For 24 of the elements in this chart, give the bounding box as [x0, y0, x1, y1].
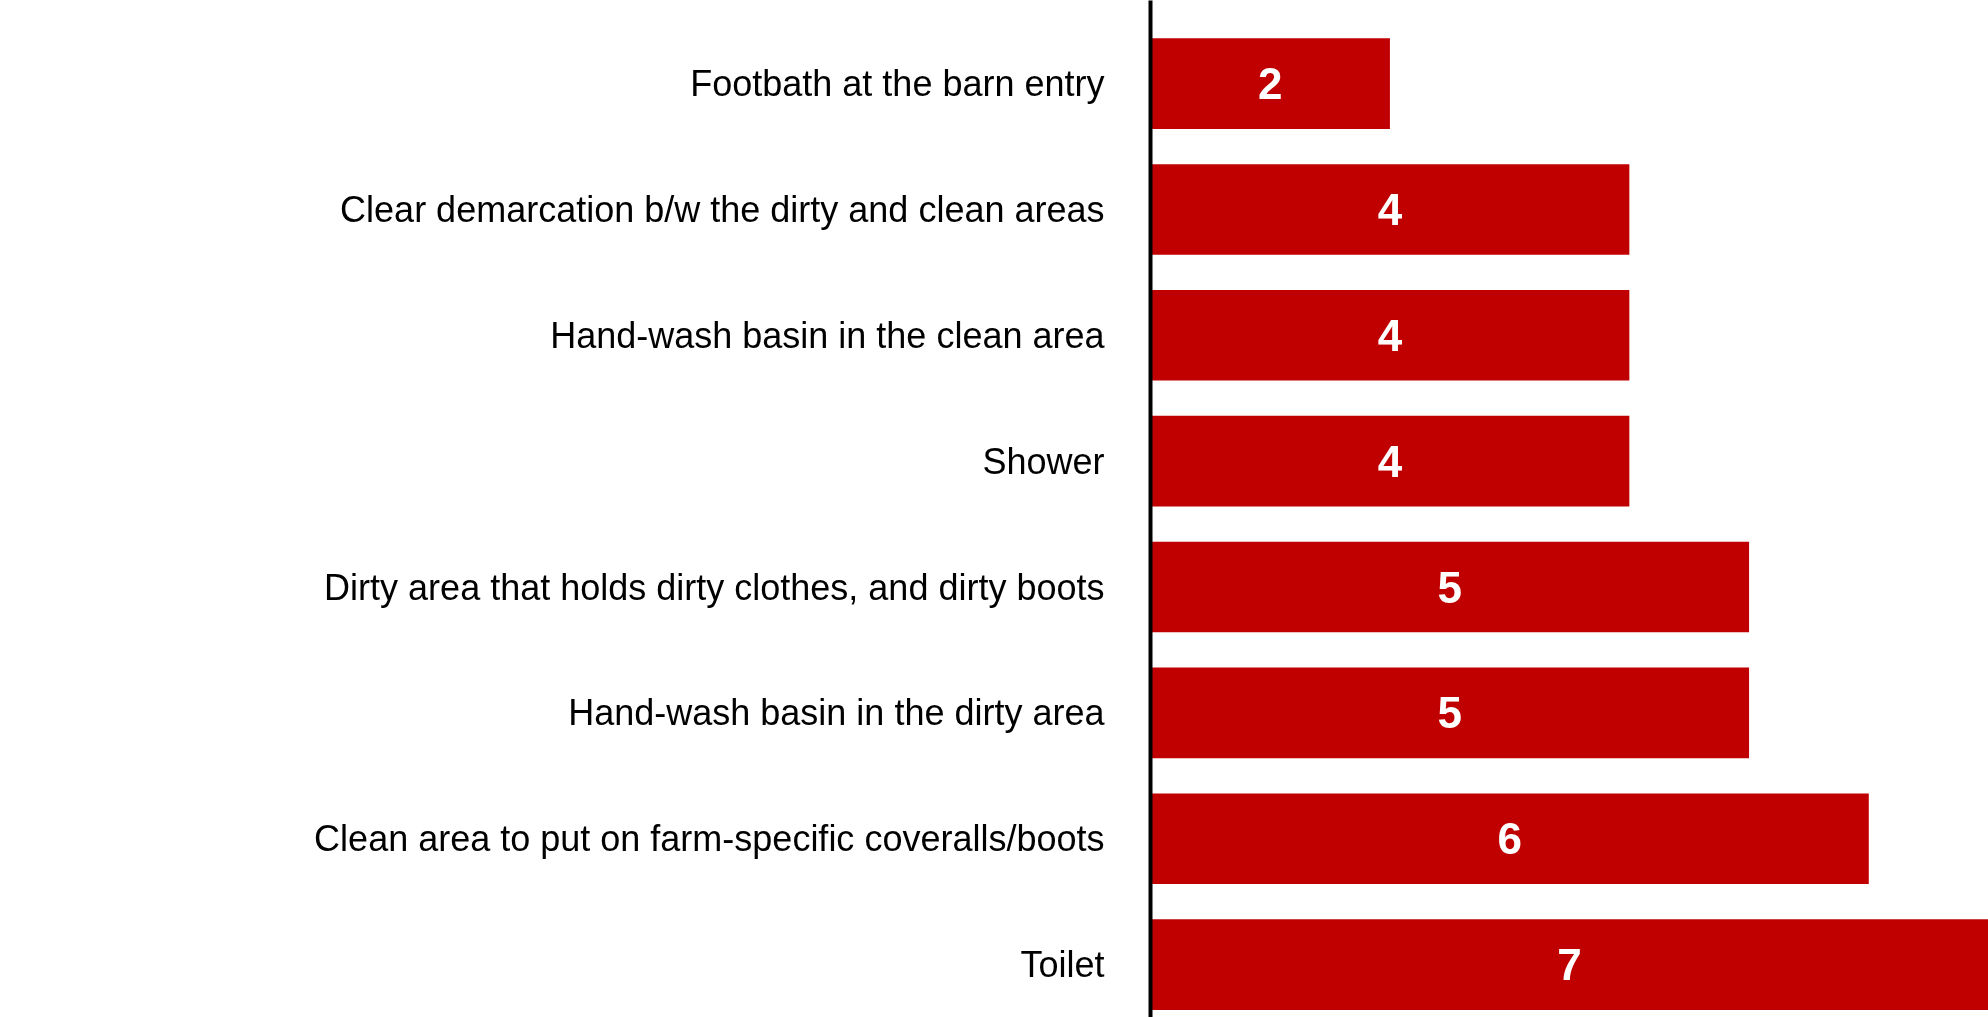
- bar: [1150, 415, 1630, 507]
- data-label: 6: [1497, 814, 1522, 864]
- data-label: 5: [1437, 688, 1463, 738]
- y-tick-label: Shower: [982, 440, 1105, 482]
- data-label: 7: [1557, 940, 1582, 990]
- bar: [1150, 38, 1390, 129]
- data-label: 4: [1377, 184, 1403, 234]
- y-tick-label: Toilet: [1020, 944, 1105, 986]
- data-label: 4: [1377, 436, 1403, 486]
- bar: [1150, 289, 1630, 381]
- bar: [1150, 541, 1750, 633]
- data-label: 4: [1377, 310, 1403, 360]
- bar: [1150, 793, 1869, 885]
- bar: [1150, 667, 1750, 759]
- y-tick-label: Hand-wash basin in the clean area: [550, 314, 1106, 356]
- y-tick-label: Clear demarcation b/w the dirty and clean areas: [340, 188, 1105, 230]
- data-label: 5: [1437, 562, 1463, 612]
- y-tick-label: Hand-wash basin in the dirty area: [568, 692, 1106, 734]
- y-tick-label: Clean area to put on farm-specific coveralls/boots: [314, 818, 1105, 860]
- y-tick-label: Dirty area that holds dirty clothes, and dirty boots: [324, 566, 1105, 608]
- bar: [1150, 164, 1630, 255]
- bar: [1150, 919, 1988, 1010]
- y-tick-label: Footbath at the barn entry: [690, 63, 1105, 105]
- data-label: 2: [1257, 59, 1283, 109]
